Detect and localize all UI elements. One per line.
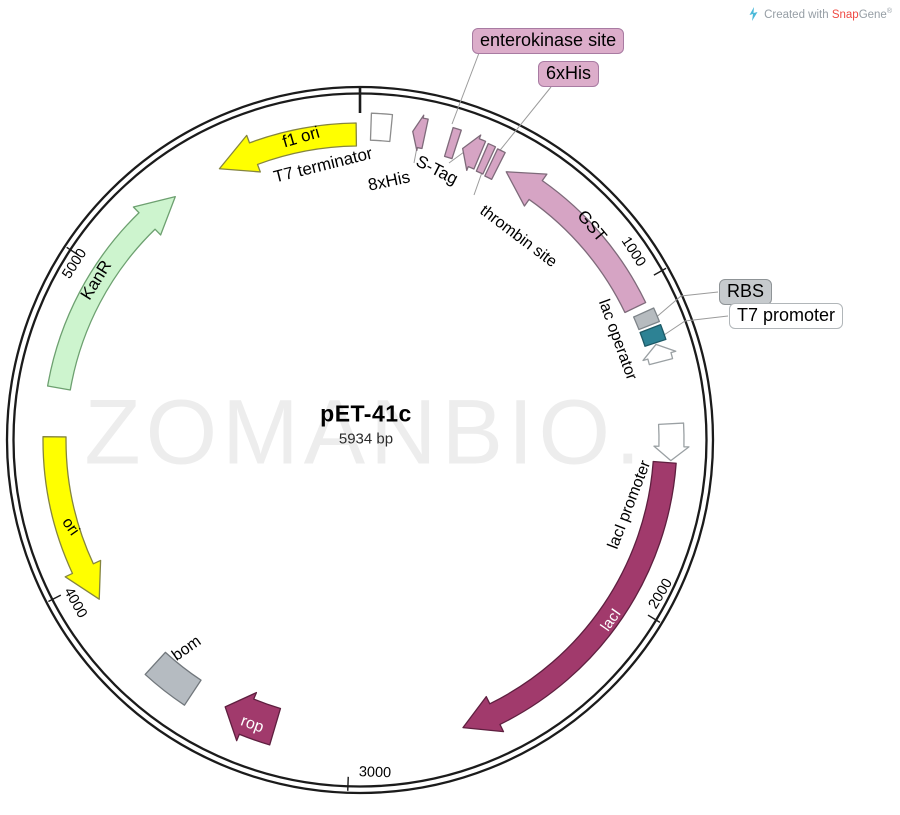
feature-s-tag <box>461 134 487 172</box>
feature-f1-ori <box>218 122 358 173</box>
tick-1000 <box>653 267 667 276</box>
snapgene-credit: Created with SnapGene® <box>748 7 892 21</box>
ring-outer-circle <box>5 85 715 795</box>
feature-thrombin-site <box>475 142 497 175</box>
feature-t7-terminator <box>369 112 394 143</box>
credit-brand-gene: Gene <box>858 8 887 21</box>
feature-lac-operator <box>639 323 667 347</box>
feature-bom <box>144 651 202 706</box>
feature-ori <box>42 436 102 600</box>
tick-2000 <box>647 614 661 623</box>
credit-registered-mark: ® <box>886 7 892 15</box>
tick-4000 <box>48 594 62 603</box>
feature-kanR <box>46 196 176 391</box>
feature-his6-tag <box>484 148 506 181</box>
leader-lines <box>413 52 729 344</box>
plasmid-name: pET-41c <box>320 400 412 427</box>
feature-gst <box>505 171 647 314</box>
feature-lacI-promoter <box>653 422 690 462</box>
watermark: ZOMANBIO. <box>84 381 646 484</box>
plasmid-title-block: pET-41c 5934 bp <box>320 401 412 448</box>
feature-rop <box>224 691 282 746</box>
feature-his8-tag <box>412 114 429 152</box>
credit-text: Created with SnapGene® <box>764 8 892 21</box>
rbs-leader <box>652 291 719 321</box>
feature-enterokinase-site <box>443 126 462 160</box>
tick-5000 <box>66 246 79 256</box>
enterokinase-leader <box>451 52 480 125</box>
s-tag-leader <box>448 151 465 164</box>
feature-arrows <box>42 112 690 746</box>
plasmid-size: 5934 bp <box>338 430 394 448</box>
tick-marks <box>48 88 667 791</box>
snapgene-logo-icon <box>749 7 758 21</box>
credit-brand-snap: Snap <box>831 8 859 21</box>
feature-lacI <box>462 460 677 733</box>
feature-t7-promoter <box>642 343 677 366</box>
his6-leader <box>496 86 552 155</box>
credit-prefix: Created with <box>764 8 829 21</box>
feature-rbs-segment <box>632 307 661 331</box>
